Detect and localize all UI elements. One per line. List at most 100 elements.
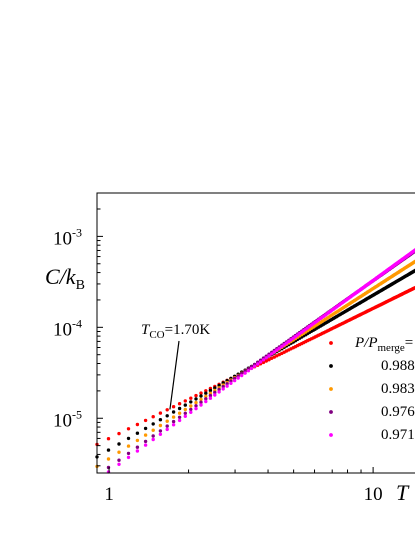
data-point: [208, 388, 213, 393]
data-points-layer: [95, 248, 415, 474]
data-point: [189, 396, 193, 400]
data-point: [143, 443, 148, 447]
legend-entry: 0.971: [381, 427, 415, 443]
data-point: [189, 400, 193, 404]
data-point: [177, 402, 182, 406]
legend-marker: [329, 433, 333, 437]
data-point: [171, 419, 176, 424]
y-tick-label: 10-4: [53, 316, 82, 340]
data-point: [270, 352, 274, 356]
data-point: [151, 428, 155, 432]
data-point: [177, 418, 182, 423]
data-point: [151, 415, 155, 419]
legend-title: P/Pmerge=: [354, 335, 413, 354]
data-point: [204, 397, 208, 401]
data-point: [165, 419, 169, 423]
ticks-layer: [96, 192, 374, 473]
data-point: [199, 391, 203, 395]
data-point: [143, 439, 148, 444]
data-point: [277, 346, 281, 350]
data-point: [158, 418, 163, 422]
data-point: [217, 383, 221, 388]
data-point: [229, 381, 233, 385]
data-point: [208, 396, 213, 400]
x-axis-label: T: [396, 480, 410, 505]
data-point: [252, 364, 257, 368]
data-point: [194, 397, 198, 401]
data-point: [204, 394, 208, 398]
data-point: [217, 387, 221, 392]
legend-marker: [329, 410, 333, 414]
data-point: [135, 431, 140, 435]
data-point: [171, 405, 176, 409]
data-point: [258, 360, 263, 364]
data-point: [126, 451, 131, 456]
data-point: [189, 407, 193, 412]
data-point: [106, 448, 111, 452]
data-point: [199, 397, 203, 402]
data-point: [126, 436, 131, 441]
data-point: [275, 348, 279, 352]
data-point: [158, 423, 163, 428]
data-point: [143, 418, 148, 423]
series-3: [106, 249, 415, 470]
data-point: [177, 406, 182, 411]
data-point: [264, 356, 268, 360]
series-0: [95, 285, 415, 447]
data-point: [189, 410, 193, 414]
data-point: [272, 350, 276, 354]
data-point: [165, 414, 169, 418]
data-point: [208, 393, 213, 398]
data-point: [204, 391, 208, 395]
data-point: [151, 422, 155, 426]
data-point: [261, 358, 266, 362]
data-point: [135, 438, 140, 443]
data-point: [171, 423, 176, 427]
data-point: [143, 426, 148, 431]
plot-frame: [96, 192, 415, 474]
data-point: [249, 366, 254, 371]
annotation-label: TCO=1.70K: [141, 322, 210, 341]
legend-marker: [329, 341, 333, 345]
data-point: [171, 410, 176, 414]
series-4: [106, 248, 415, 474]
data-point: [117, 442, 121, 446]
labels-layer: 1 10 10-5 10-4 10-3 C/kB T: [45, 225, 410, 505]
data-point: [171, 415, 176, 419]
y-axis-label: C/kB: [45, 264, 85, 293]
data-point: [165, 424, 169, 428]
data-point: [264, 359, 268, 363]
data-point: [194, 404, 198, 408]
data-point: [135, 449, 140, 453]
data-point: [221, 387, 225, 391]
data-point: [261, 360, 266, 365]
data-point: [199, 403, 203, 407]
data-point: [183, 407, 187, 412]
data-point: [189, 404, 193, 408]
data-point: [217, 390, 221, 394]
annotation-arrow: [169, 340, 180, 410]
data-point: [267, 358, 271, 362]
data-point: [236, 376, 240, 380]
data-point: [243, 371, 247, 375]
data-point: [135, 422, 140, 427]
data-point: [135, 445, 140, 449]
data-point: [151, 434, 155, 438]
data-point: [199, 394, 203, 398]
data-point: [204, 399, 208, 404]
data-point: [126, 427, 131, 431]
legend-marker: [329, 364, 333, 368]
data-point: [194, 400, 198, 405]
data-point: [106, 457, 111, 461]
data-point: [126, 444, 131, 448]
data-point: [183, 403, 187, 407]
data-point: [177, 411, 182, 415]
data-point: [213, 386, 217, 390]
data-point: [158, 411, 163, 415]
data-point: [213, 393, 217, 397]
data-point: [256, 362, 260, 366]
data-point: [106, 437, 111, 441]
data-point: [183, 411, 187, 415]
data-point: [117, 458, 121, 462]
